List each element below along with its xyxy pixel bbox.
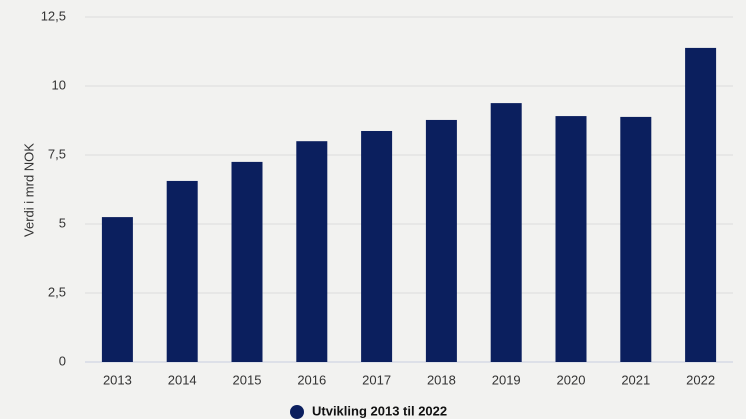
y-tick-label: 10 bbox=[52, 77, 66, 92]
y-axis-title: Verdi i mrd NOK bbox=[21, 143, 36, 237]
x-tick-label: 2020 bbox=[557, 372, 586, 387]
x-tick-label: 2015 bbox=[233, 372, 262, 387]
y-tick-label: 0 bbox=[59, 353, 66, 368]
bar bbox=[490, 103, 522, 362]
legend-label: Utvikling 2013 til 2022 bbox=[312, 403, 447, 418]
bar bbox=[361, 130, 393, 362]
x-tick-label: 2022 bbox=[686, 372, 715, 387]
y-tick-label: 2,5 bbox=[48, 284, 66, 299]
y-tick-label: 5 bbox=[59, 215, 66, 230]
y-tick-label: 12,5 bbox=[41, 8, 66, 23]
x-tick-label: 2014 bbox=[168, 372, 197, 387]
bar bbox=[231, 161, 263, 362]
x-tick-label: 2018 bbox=[427, 372, 456, 387]
legend-marker bbox=[290, 405, 304, 419]
bar bbox=[166, 180, 198, 362]
bar bbox=[296, 141, 328, 362]
x-tick-label: 2013 bbox=[103, 372, 132, 387]
bar bbox=[425, 119, 457, 362]
x-tick-label: 2017 bbox=[362, 372, 391, 387]
bar bbox=[620, 116, 652, 362]
bar bbox=[555, 116, 587, 362]
x-tick-label: 2019 bbox=[492, 372, 521, 387]
bar bbox=[101, 217, 133, 362]
y-tick-label: 7,5 bbox=[48, 146, 66, 161]
x-tick-label: 2021 bbox=[621, 372, 650, 387]
x-tick-label: 2016 bbox=[297, 372, 326, 387]
bar bbox=[685, 47, 717, 363]
